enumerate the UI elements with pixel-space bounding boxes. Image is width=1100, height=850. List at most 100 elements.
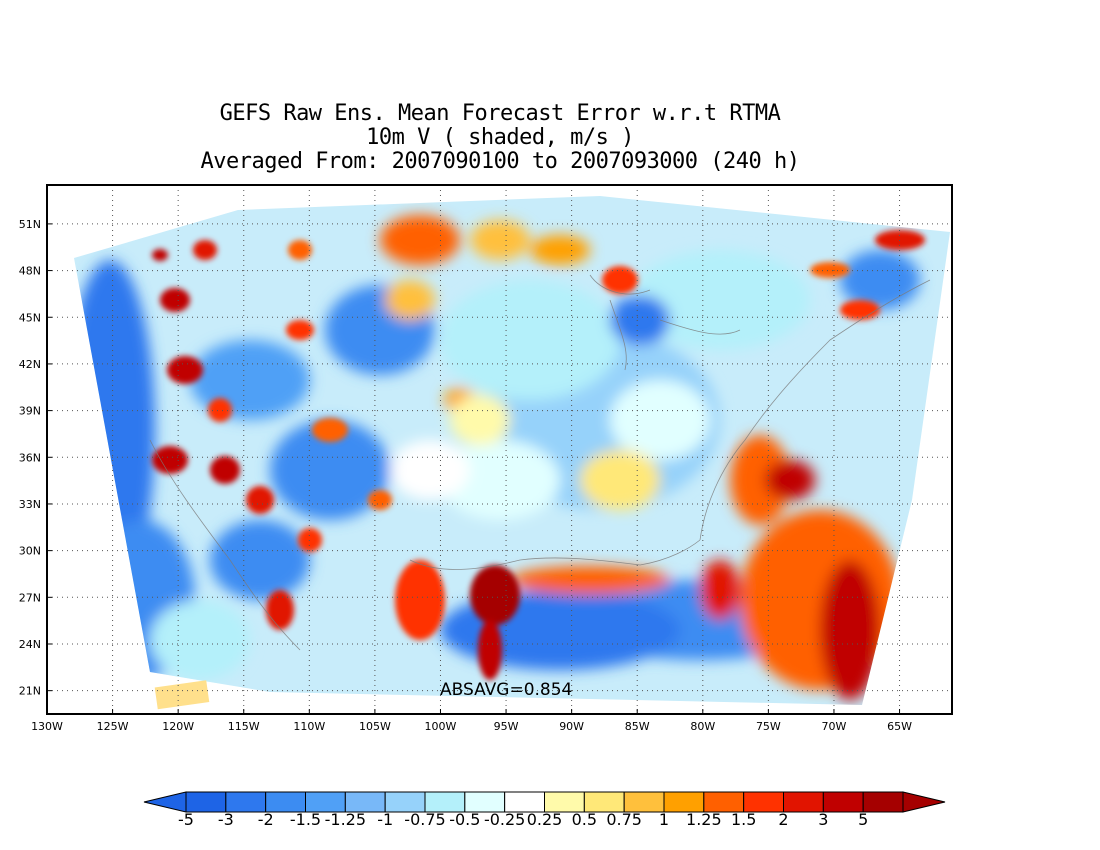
error-field-blob <box>478 620 502 680</box>
lat-tick-label: 33N <box>19 498 41 511</box>
colorbar-swatch <box>265 791 306 813</box>
lon-tick-label: 125W <box>97 720 129 733</box>
colorbar-swatch <box>305 791 346 813</box>
error-field-blob <box>700 560 740 620</box>
coastline-gulf <box>409 539 701 570</box>
absavg-label: ABSAVG=0.854 <box>440 680 572 700</box>
colorbar-swatch <box>623 791 665 813</box>
error-field-blob <box>152 446 188 474</box>
error-field-blob <box>390 440 470 500</box>
colorbar-label: -0.75 <box>404 810 445 829</box>
coastline-pacific <box>149 439 301 651</box>
colorbar-swatch <box>783 791 824 813</box>
lat-tick-label: 24N <box>19 638 41 651</box>
lat-tick-label: 21N <box>19 685 41 698</box>
lon-tick-label: 100W <box>425 720 457 733</box>
error-field-blob <box>210 520 310 600</box>
lon-tick-label: 90W <box>559 720 584 733</box>
colorbar-label: 2 <box>778 810 788 829</box>
lat-tick-label: 36N <box>19 451 41 464</box>
error-field-blob <box>385 280 435 320</box>
colorbar-label: 1 <box>659 810 669 829</box>
lon-tick-label: 85W <box>625 720 650 733</box>
colorbar-swatch <box>344 791 386 813</box>
colorbar-label: -1.25 <box>325 810 366 829</box>
title-line-1: GEFS Raw Ens. Mean Forecast Error w.r.t … <box>219 101 781 126</box>
error-field-blob <box>160 288 190 312</box>
error-field-blob <box>610 295 670 345</box>
chart-title: GEFS Raw Ens. Mean Forecast Error w.r.t … <box>0 102 1000 174</box>
colorbar-label: 0.25 <box>527 810 563 829</box>
colorbar-swatch <box>185 791 227 813</box>
colorbar: -5 -3 -2 -1.5 -1.25 -1 -0.75 -0.5 -0.25 0.25 0.5 0.… <box>143 791 946 829</box>
error-field-blob <box>266 590 294 630</box>
coastlines <box>149 274 931 651</box>
coastline-atlantic <box>699 279 931 541</box>
lon-tick-label: 130W <box>31 720 63 733</box>
field-fragment-southwest <box>154 680 210 710</box>
error-field-blob <box>210 456 240 484</box>
colorbar-swatch <box>862 791 904 813</box>
error-field-blob <box>602 266 638 294</box>
colorbar-label: -1 <box>377 810 393 829</box>
latitude-axis: 51N 48N 45N 42N 39N 36N 33N 30N 27N 24N 21N <box>19 218 41 698</box>
error-field-blob <box>470 220 530 260</box>
great-lakes <box>589 274 741 371</box>
colorbar-label: 5 <box>858 810 868 829</box>
colorbar-label: -2 <box>258 810 274 829</box>
colorbar-label: -0.25 <box>484 810 525 829</box>
error-field-blob <box>470 565 520 625</box>
colorbar-swatch <box>743 791 785 813</box>
lat-tick-label: 48N <box>19 265 41 278</box>
colorbar-swatch <box>424 791 466 813</box>
error-field-blob <box>810 262 850 278</box>
lon-tick-label: 70W <box>822 720 847 733</box>
error-field-blob <box>190 340 310 420</box>
lat-lon-grid <box>46 185 952 714</box>
shaded-error-field <box>74 196 950 705</box>
lon-tick-label: 95W <box>494 720 519 733</box>
colorbar-label: 0.5 <box>572 810 597 829</box>
colorbar-label: 0.75 <box>606 810 642 829</box>
error-field-blob <box>765 460 815 500</box>
error-field-blob <box>510 566 670 594</box>
colorbar-swatch <box>464 791 506 813</box>
lon-tick-label: 110W <box>293 720 325 733</box>
colorbar-swatch <box>384 791 426 813</box>
lon-tick-label: 115W <box>228 720 260 733</box>
lon-tick-label: 105W <box>359 720 391 733</box>
lat-tick-label: 45N <box>19 311 41 324</box>
error-field-blob <box>730 435 790 525</box>
error-field-blob <box>840 300 880 320</box>
title-line-2: 10m V ( shaded, m/s ) <box>366 125 634 150</box>
colorbar-swatch <box>225 791 267 813</box>
colorbar-swatch <box>703 791 745 813</box>
lon-tick-label: 80W <box>690 720 715 733</box>
error-field-blob <box>208 398 232 422</box>
colorbar-label: 1.25 <box>686 810 722 829</box>
colorbar-label: -1.5 <box>290 810 321 829</box>
lat-tick-label: 51N <box>19 218 41 231</box>
error-field-blob <box>820 560 880 700</box>
lat-tick-label: 30N <box>19 545 41 558</box>
error-field-blob <box>440 280 620 400</box>
error-field-blob <box>298 528 322 552</box>
error-field-blob <box>395 560 445 640</box>
error-field-blob <box>580 450 660 510</box>
error-field-blob <box>380 215 460 265</box>
lat-tick-label: 42N <box>19 358 41 371</box>
error-field-blob <box>286 320 314 340</box>
title-line-3: Averaged From: 2007090100 to 2007093000 … <box>200 149 800 174</box>
error-field-blob <box>152 249 168 261</box>
colorbar-label: -3 <box>218 810 234 829</box>
colorbar-label: -5 <box>178 810 194 829</box>
error-field-blob <box>440 440 560 520</box>
lat-tick-label: 39N <box>19 405 41 418</box>
error-field-blob <box>270 420 390 520</box>
error-field-blob <box>368 490 392 510</box>
error-field-blob <box>193 240 217 260</box>
colorbar-label: 3 <box>818 810 828 829</box>
colorbar-swatch <box>504 791 545 813</box>
error-field-blob <box>167 356 203 384</box>
